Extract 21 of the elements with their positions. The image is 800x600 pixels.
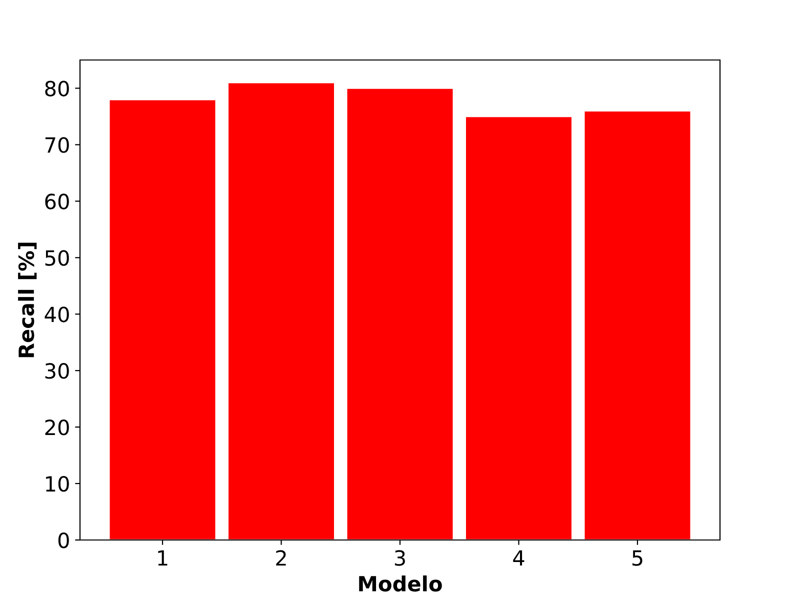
bar (464, 116, 573, 540)
y-tick-label: 40 (44, 306, 69, 322)
bar (108, 98, 217, 540)
bar (346, 88, 454, 540)
y-tick-label: 20 (45, 420, 69, 436)
x-tick-label: 5 (632, 550, 642, 566)
x-tick-label: 1 (158, 550, 168, 566)
x-tick-label: 3 (394, 550, 405, 566)
x-tick-label: 2 (276, 550, 286, 566)
y-axis-title: Recall [%] (18, 242, 37, 358)
x-tick-label: 4 (513, 550, 524, 566)
x-axis-title: Modelo (359, 575, 442, 592)
y-tick-label: 60 (45, 194, 69, 210)
y-tick-label: 0 (58, 532, 69, 548)
y-tick-label: 30 (45, 363, 69, 379)
y-tick-label: 80 (45, 80, 69, 96)
y-tick-label: 50 (45, 250, 69, 266)
y-tick-label: 10 (46, 476, 69, 492)
bar (583, 110, 692, 540)
y-tick-label: 70 (45, 137, 69, 153)
bar (227, 82, 336, 540)
